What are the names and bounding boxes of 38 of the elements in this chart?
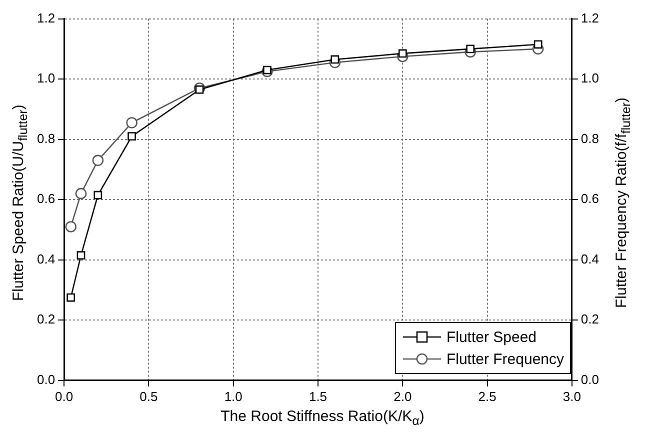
y-tick-label: 0.4 bbox=[36, 251, 56, 266]
point bbox=[466, 44, 475, 54]
point bbox=[263, 66, 272, 74]
y2-tick-label: 1.2 bbox=[580, 10, 600, 26]
x-tick-label: 0.5 bbox=[140, 388, 158, 404]
y-tick-label: 0.2 bbox=[36, 312, 56, 327]
y2-tick-label: 0.6 bbox=[580, 191, 600, 206]
legend-label: Flutter Frequency bbox=[446, 350, 564, 368]
x-tick-label: 3.0 bbox=[562, 388, 581, 404]
point bbox=[65, 221, 76, 232]
point bbox=[128, 132, 136, 141]
x-tick-label: 2.5 bbox=[478, 388, 496, 404]
point bbox=[76, 251, 86, 260]
x-tick-label: 1.0 bbox=[224, 388, 242, 404]
point bbox=[94, 190, 102, 200]
point bbox=[534, 40, 542, 49]
y2-tick-label: 0.4 bbox=[580, 251, 600, 266]
point bbox=[398, 49, 407, 58]
y-tick-label: 0.8 bbox=[36, 130, 56, 146]
x-axis-title: The Root Stiffness Ratio(K/K$_{α}$) bbox=[220, 408, 426, 428]
point bbox=[66, 293, 76, 302]
y-tick-label: 1.0 bbox=[36, 70, 56, 86]
point bbox=[75, 188, 87, 200]
y-tick-label: 1.2 bbox=[36, 10, 56, 26]
y2-tick-label: 0.0 bbox=[580, 372, 600, 387]
x-tick-label: 1.5 bbox=[308, 388, 328, 404]
point bbox=[195, 85, 204, 94]
y2-tick-label: 0.8 bbox=[580, 130, 600, 146]
y2-tick-label: 0.2 bbox=[580, 312, 600, 327]
point bbox=[92, 154, 104, 166]
x-tick-label: 0.0 bbox=[55, 388, 74, 404]
y2-tick-label: 1.0 bbox=[580, 70, 600, 86]
x-tick-label: 2.0 bbox=[394, 388, 412, 404]
legend-label: Flutter Speed bbox=[446, 328, 537, 346]
point bbox=[330, 55, 340, 64]
y-tick-label: 0.0 bbox=[36, 372, 56, 387]
point bbox=[126, 117, 138, 128]
y-tick-label: 0.6 bbox=[36, 191, 56, 206]
